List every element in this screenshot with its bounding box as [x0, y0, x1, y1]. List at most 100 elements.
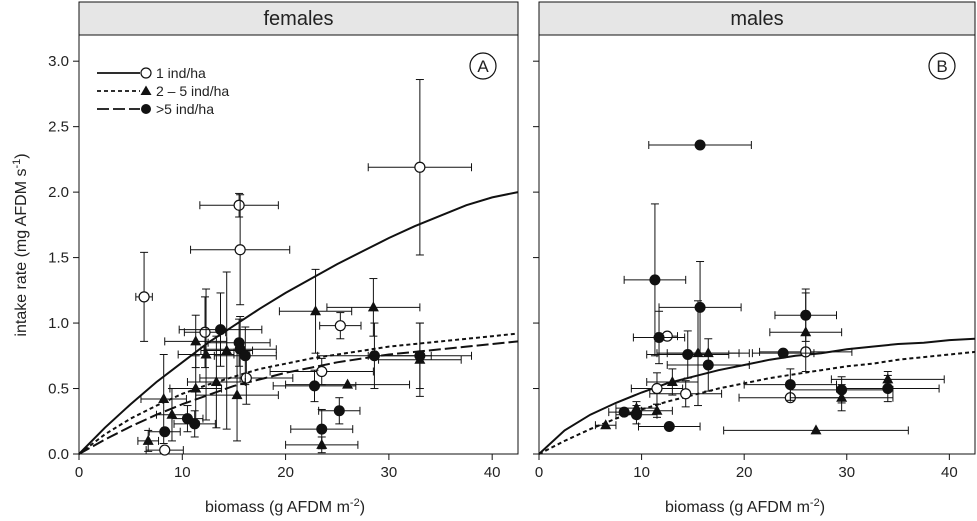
- panel-b-title: males: [730, 8, 783, 30]
- panel-a-series-0-point-6-open-circle: [316, 365, 328, 378]
- legend-label-1: 1 ind/ha: [156, 65, 206, 81]
- legend-filled-circle-icon: [141, 104, 151, 114]
- panel-a-series-1-point-9-filled-triangle: [310, 305, 322, 316]
- x-axis-label-b: biomass (g AFDM m-2): [665, 497, 825, 516]
- panel-a-series-1-point-6-filled-triangle: [210, 375, 222, 386]
- legend-open-circle-icon: [140, 67, 152, 79]
- panel-a-series-1-point-5-filled-triangle: [200, 348, 212, 359]
- legend: 1 ind/ha 2 – 5 ind/ha >5 ind/ha: [97, 65, 229, 117]
- panel-a-series-2-point-2-filled-circle: [189, 418, 201, 430]
- panel-b-series-2-point-5-filled-circle: [682, 348, 694, 360]
- panel-b-curve-solid: [538, 337, 976, 455]
- panel-b-marks: 0 10 20 30 40: [533, 60, 976, 481]
- x-axis-label-a: biomass (g AFDM m-2): [205, 497, 365, 516]
- panel-b-xtick-label-1: 10: [633, 464, 650, 481]
- strip-panel-b: [538, 1, 976, 36]
- panel-b-series-2-point-13-filled-circle: [882, 383, 894, 395]
- panel-a-series-1-point-11-filled-triangle: [342, 378, 354, 389]
- panel-b-series-1-point-3-filled-triangle: [666, 375, 678, 386]
- panel-a-series-2-point-0-filled-circle: [159, 426, 171, 438]
- x-axis-label-a-sup: -2: [350, 497, 360, 509]
- panel-b-series-2-point-8-filled-circle: [702, 359, 714, 371]
- x-axis-label-b-sup: -2: [810, 497, 820, 509]
- panel-a-series-1-point-4-filled-triangle: [190, 382, 202, 393]
- panel-a-ytick-label-6: 3.0: [48, 53, 69, 70]
- panel-b-series-0-point-0-open-circle: [651, 382, 663, 395]
- panel-b-series-2-point-3-filled-circle: [653, 331, 665, 343]
- panel-b-series-1-point-7-filled-triangle: [810, 424, 822, 435]
- panel-b-series-1-point-0-filled-triangle: [600, 419, 612, 430]
- panel-a-series-0-point-0-open-circle: [138, 291, 150, 303]
- x-axis-label-a-end: ): [360, 499, 365, 516]
- panel-a-series-2-point-9-filled-circle: [333, 405, 345, 417]
- panel-a-label: A: [477, 57, 489, 76]
- legend-label-2: 2 – 5 ind/ha: [156, 83, 229, 99]
- panel-a-xtick-label-1: 10: [174, 464, 191, 481]
- panel-b-series-2-point-0-filled-circle: [618, 406, 630, 418]
- panel-a-curve-long-dash: [78, 340, 519, 455]
- legend-filled-triangle-icon: [140, 85, 152, 95]
- panel-a-series-1-point-8-filled-triangle: [231, 389, 243, 400]
- panel-a-ytick-label-2: 1.0: [48, 315, 69, 332]
- panel-a-series-2-point-3-filled-circle: [215, 324, 227, 336]
- legend-label-3: >5 ind/ha: [156, 101, 214, 117]
- panel-b-series-2-point-12-filled-circle: [836, 384, 848, 396]
- panel-a-series-0-point-7-open-circle: [334, 320, 346, 332]
- panel-a-xtick-label-2: 20: [277, 464, 294, 481]
- plot-area-a: [78, 34, 519, 455]
- panel-a-series-1-point-1-filled-triangle: [158, 393, 170, 404]
- panel-a-label-circle: [469, 52, 497, 80]
- y-axis-label-main: intake rate (mg AFDM s: [13, 169, 30, 337]
- panel-b-series-2-point-4-filled-circle: [663, 421, 675, 433]
- panel-b-series-1-point-2-filled-triangle: [651, 404, 663, 415]
- panel-b-xtick-label-4: 40: [941, 464, 958, 481]
- y-axis-label-end: ): [13, 153, 30, 158]
- panel-a-ytick-label-4: 2.0: [48, 184, 69, 201]
- panel-b-xtick-label-3: 30: [838, 464, 855, 481]
- panel-b-series-2-point-9-filled-circle: [777, 347, 789, 359]
- panel-a-series-1-point-12-filled-triangle: [367, 301, 379, 312]
- panel-b-series-1-point-4-filled-triangle: [692, 347, 704, 358]
- panel-a-curve-solid: [78, 191, 519, 455]
- panel-a-series-2-point-8-filled-circle: [316, 423, 328, 435]
- panel-a-ytick-label-5: 2.5: [48, 119, 69, 136]
- x-axis-label-b-main: biomass (g AFDM m: [665, 499, 810, 516]
- panel-a-series-1-point-0-filled-triangle: [142, 434, 154, 445]
- panel-a-series-0-point-3-open-circle: [233, 199, 245, 211]
- panel-a-series-0-point-1-open-circle: [159, 444, 171, 456]
- panel-b-label: B: [936, 57, 947, 76]
- panel-b-xtick-label-2: 20: [736, 464, 753, 481]
- x-axis-label-a-main: biomass (g AFDM m: [205, 499, 350, 516]
- panel-a-series-1-point-2-filled-triangle: [166, 408, 178, 419]
- strip-panel-a: [78, 1, 519, 36]
- panel-b-series-2-point-2-filled-circle: [649, 274, 661, 286]
- panel-a-series-2-point-11-filled-circle: [414, 350, 426, 362]
- panel-a-xtick-label-3: 30: [381, 464, 398, 481]
- panel-b-series-2-point-1-filled-circle: [630, 409, 642, 421]
- panel-a-series-0-point-5-open-circle: [240, 372, 252, 384]
- panel-b-series-2-point-11-filled-circle: [800, 309, 812, 321]
- panel-b-series-0-point-2-open-circle: [680, 388, 692, 400]
- panel-a-series-2-point-7-filled-circle: [309, 380, 321, 392]
- panel-a-curve-short-dash: [78, 332, 519, 455]
- panel-a-series-2-point-6-filled-circle: [239, 350, 251, 362]
- panel-b-series-2-point-7-filled-circle: [694, 301, 706, 313]
- panel-b-curve-short-dash: [538, 350, 976, 455]
- panel-a-title: females: [263, 8, 333, 30]
- panel-a-series-0-point-2-open-circle: [199, 326, 211, 338]
- x-axis-label-b-end: ): [820, 499, 825, 516]
- panel-b-xtick-label-0: 0: [535, 464, 543, 481]
- panel-b-series-2-point-6-filled-circle: [694, 139, 706, 151]
- panel-a-xtick-label-0: 0: [75, 464, 83, 481]
- panel-a-series-0-point-4-open-circle: [234, 244, 246, 256]
- y-axis-label-sup: -1: [11, 159, 23, 169]
- panel-b-series-2-point-10-filled-circle: [784, 379, 796, 391]
- panel-a-ytick-label-1: 0.5: [48, 381, 69, 398]
- panel-a-series-1-point-3-filled-triangle: [190, 335, 202, 346]
- panel-a-series-0-point-8-open-circle: [414, 161, 426, 173]
- y-axis-label: intake rate (mg AFDM s-1): [11, 153, 30, 336]
- panel-a-ytick-label-3: 1.5: [48, 250, 69, 267]
- plot-area-b: [538, 34, 976, 455]
- panel-a-marks: 0.0 0.5 1.0 1.5 2.0 2.5 3.0 0 10 20 30 40: [48, 53, 519, 481]
